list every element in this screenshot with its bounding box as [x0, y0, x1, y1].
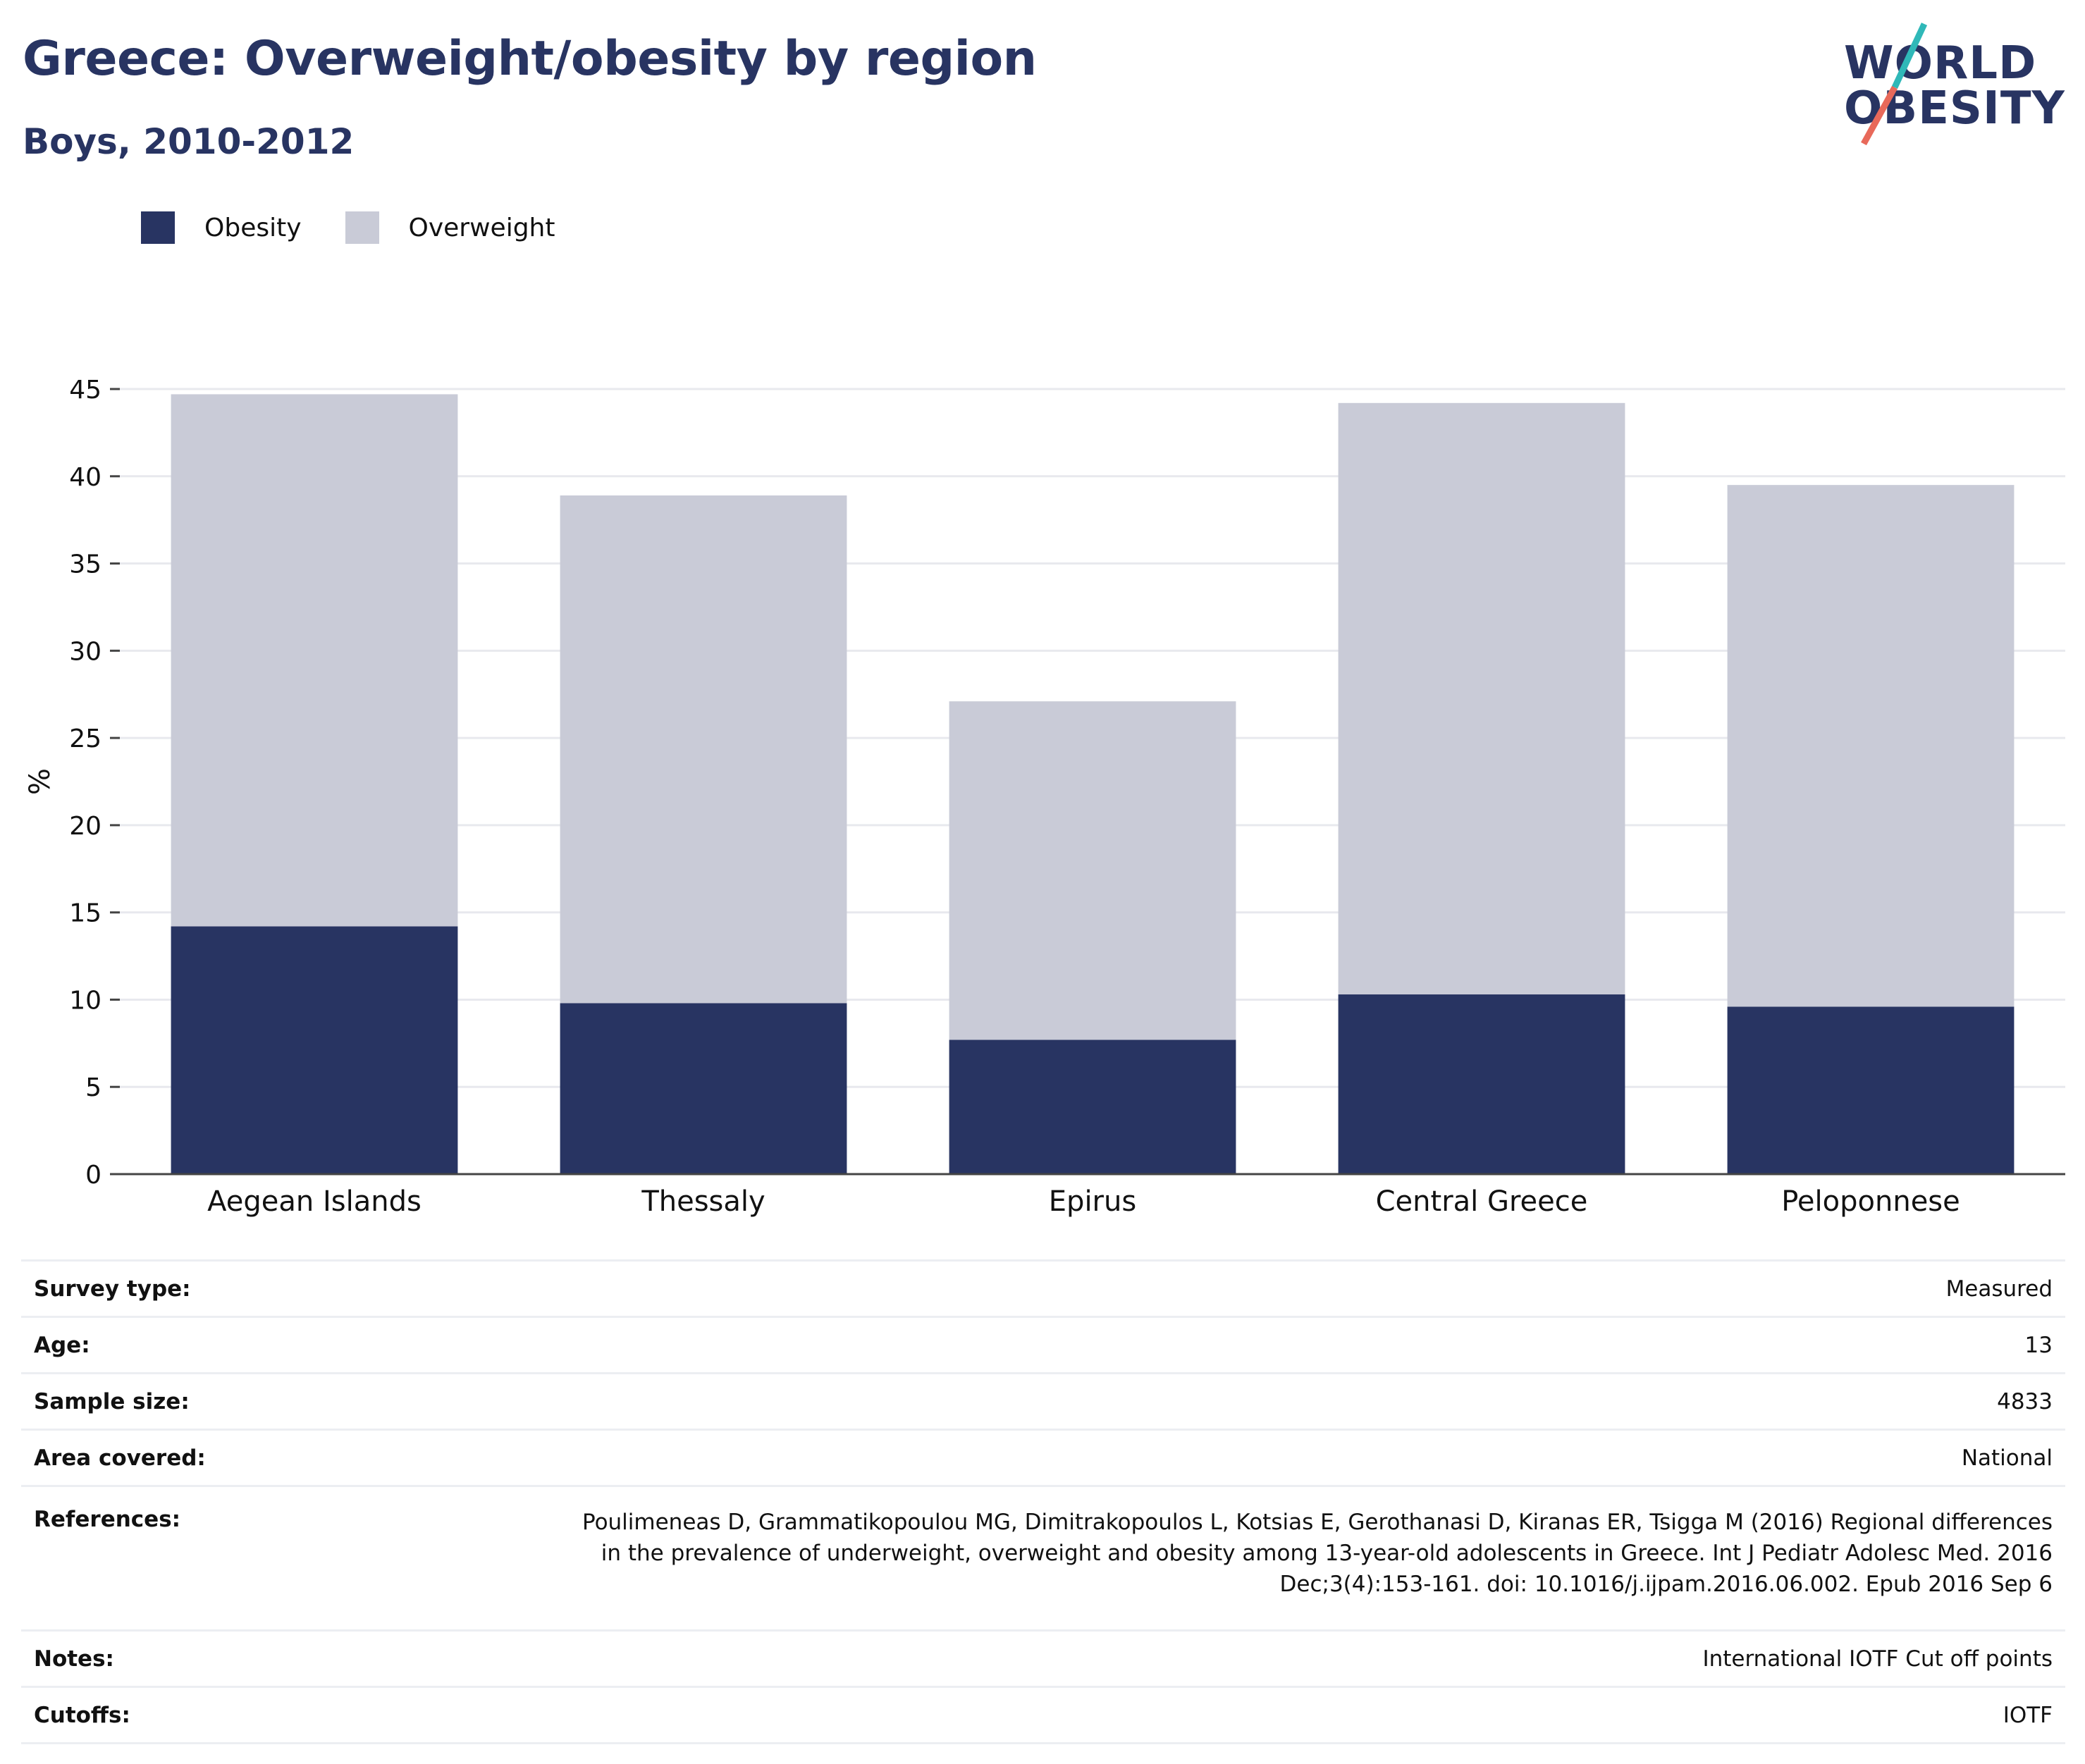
reference-text: Poulimeneas D, Grammatikopoulou MG, Dimi… — [582, 1510, 2053, 1597]
chart-title: Greece: Overweight/obesity by region — [23, 31, 1037, 87]
chart-legend: Obesity Overweight — [141, 210, 598, 245]
bar-overweight-aegean-islands — [171, 394, 458, 927]
world-obesity-logo: WORLD OBESITY — [1833, 20, 2072, 154]
legend-item-overweight[interactable]: Overweight — [345, 211, 555, 244]
info-key: Cutoffs: — [21, 1686, 328, 1744]
y-tick-label: 0 — [85, 1161, 102, 1190]
y-tick-label: 10 — [69, 986, 102, 1015]
info-row-cutoffs: Cutoffs: IOTF — [21, 1686, 2065, 1744]
legend-swatch-obesity — [141, 211, 175, 244]
y-tick-label: 15 — [69, 899, 102, 928]
bar-obesity-aegean-islands — [171, 926, 458, 1174]
info-row-survey-type: Survey type: Measured — [21, 1259, 2065, 1317]
info-row-area-covered: Area covered: National — [21, 1429, 2065, 1486]
info-value: IOTF — [328, 1686, 2065, 1744]
info-key: Notes: — [21, 1629, 328, 1687]
bar-overweight-thessaly — [560, 495, 847, 1004]
info-key: References: — [21, 1485, 328, 1631]
info-row-sample-size: Sample size: 4833 — [21, 1372, 2065, 1430]
bar-obesity-epirus — [949, 1040, 1236, 1174]
info-value: 13 — [328, 1316, 2065, 1374]
info-row-age: Age: 13 — [21, 1316, 2065, 1374]
legend-label-obesity: Obesity — [204, 213, 302, 242]
bar-obesity-thessaly — [560, 1003, 847, 1174]
x-tick-label: Thessaly — [641, 1185, 765, 1218]
info-row-references: References: Poulimeneas D, Grammatikopou… — [21, 1485, 2065, 1631]
info-value-references: Poulimeneas D, Grammatikopoulou MG, Dimi… — [328, 1485, 2065, 1631]
y-tick-label: 40 — [69, 463, 102, 492]
info-row-notes: Notes: International IOTF Cut off points — [21, 1629, 2065, 1687]
x-tick-label: Aegean Islands — [207, 1185, 422, 1218]
bar-overweight-epirus — [949, 701, 1236, 1040]
info-key: Area covered: — [21, 1429, 328, 1486]
stacked-bar-chart: 0 5 10 15 20 25 30 35 40 45% Aegean Islands Thessal… — [24, 376, 2065, 1218]
y-tick-label: 45 — [69, 376, 102, 405]
bar-obesity-central-greece — [1338, 994, 1625, 1174]
survey-info-table: Survey type: Measured Age: 13 Sample siz… — [21, 1259, 2065, 1744]
legend-label-overweight: Overweight — [408, 213, 555, 242]
y-tick-label: 5 — [85, 1073, 102, 1102]
info-value: Measured — [328, 1259, 2065, 1317]
info-value: National — [328, 1429, 2065, 1486]
legend-item-obesity[interactable]: Obesity — [141, 211, 302, 244]
bar-overweight-central-greece — [1338, 402, 1625, 995]
x-tick-label: Peloponnese — [1781, 1185, 1960, 1218]
y-tick-label: 30 — [69, 637, 102, 666]
info-key: Survey type: — [21, 1259, 328, 1317]
x-tick-label: Central Greece — [1376, 1185, 1588, 1218]
legend-swatch-overweight — [345, 211, 379, 244]
logo-line-1: WORLD — [1844, 37, 2037, 90]
info-key: Age: — [21, 1316, 328, 1374]
info-key: Sample size: — [21, 1372, 328, 1430]
bar-obesity-peloponnese — [1727, 1006, 2015, 1174]
y-axis-title: % — [24, 768, 56, 795]
y-tick-label: 20 — [69, 812, 102, 841]
info-value: International IOTF Cut off points — [328, 1629, 2065, 1687]
chart-subtitle: Boys, 2010-2012 — [23, 121, 355, 162]
info-value: 4833 — [328, 1372, 2065, 1430]
x-tick-label: Epirus — [1049, 1185, 1136, 1218]
bar-overweight-peloponnese — [1727, 485, 2015, 1007]
y-tick-label: 25 — [69, 724, 102, 753]
y-tick-label: 35 — [69, 550, 102, 579]
logo-slash-icon — [1861, 23, 1928, 146]
